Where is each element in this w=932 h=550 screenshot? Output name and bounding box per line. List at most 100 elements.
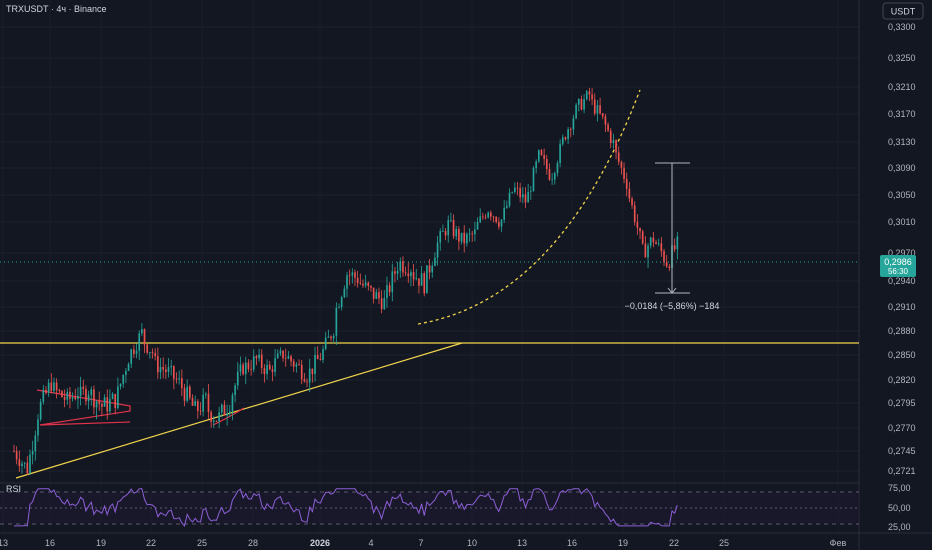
candle-body — [74, 397, 77, 399]
triangle-pattern-lower[interactable] — [39, 421, 131, 426]
candle-body — [537, 150, 540, 162]
candle-body — [45, 389, 47, 393]
candle-body — [258, 354, 260, 359]
rsi-pane[interactable]: RSI 75,00 50,00 25,00 — [0, 483, 911, 532]
parabolic-curve[interactable] — [417, 89, 641, 325]
candle-body — [119, 383, 122, 387]
small-triangle-pattern[interactable] — [212, 407, 245, 426]
candle-body — [423, 273, 426, 294]
candle-body — [298, 364, 300, 366]
time-tick-label: 28 — [248, 538, 258, 548]
candle-body — [452, 219, 455, 237]
candle-body — [82, 386, 85, 389]
candle-body — [474, 229, 476, 235]
candle-body — [609, 130, 612, 144]
candlestick-series[interactable] — [13, 87, 679, 476]
candle-body — [125, 370, 127, 375]
candle-body — [529, 191, 532, 192]
price-tick-label: 0,2745 — [888, 446, 916, 456]
candle-body — [447, 220, 450, 236]
candle-body — [188, 386, 191, 398]
candle-body — [620, 161, 623, 168]
candle-body — [322, 349, 324, 360]
candle-body — [332, 335, 335, 339]
candle-body — [69, 391, 71, 399]
candle-body — [178, 378, 180, 380]
candle-body — [181, 378, 183, 389]
candle-body — [77, 395, 79, 399]
candle-body — [476, 222, 479, 230]
candle-body — [410, 272, 412, 277]
candle-body — [415, 278, 418, 280]
candle-body — [18, 459, 21, 467]
candle-body — [343, 288, 346, 298]
candle-body — [330, 336, 332, 339]
candle-body — [23, 462, 26, 464]
candle-body — [133, 349, 135, 354]
candle-body — [466, 234, 468, 244]
candle-body — [167, 367, 170, 373]
price-tick-label: 0,3130 — [888, 137, 916, 147]
candle-body — [673, 245, 676, 250]
candle-body — [665, 261, 668, 267]
candle-body — [362, 283, 364, 286]
candle-body — [647, 245, 649, 258]
candle-body — [263, 368, 266, 375]
candle-body — [655, 242, 657, 245]
candle-body — [284, 358, 287, 359]
triangle-pattern-upper[interactable] — [36, 389, 131, 426]
time-tick-label: 10 — [467, 538, 477, 548]
price-tick-label: 0,2880 — [888, 326, 916, 336]
time-axis[interactable]: 13 16 19 22 25 28 2026 4 7 10 13 16 19 22 25 Фев — [0, 538, 847, 548]
candle-body — [143, 329, 146, 345]
candle-body — [26, 462, 29, 474]
candle-body — [599, 105, 601, 114]
candle-body — [130, 349, 133, 364]
candle-body — [290, 356, 292, 362]
candle-body — [210, 412, 212, 422]
measure-tool[interactable]: −0,0184 (−5,86%) −184 — [625, 162, 720, 311]
candle-body — [498, 222, 500, 227]
candle-body — [407, 273, 410, 277]
time-tick-label: 16 — [45, 538, 55, 548]
price-tick-label: 0,3170 — [888, 109, 916, 119]
candle-body — [194, 401, 196, 406]
candle-body — [399, 261, 402, 271]
symbol-title[interactable]: TRXUSDT · 4ч · Binance — [6, 4, 107, 14]
candle-body — [106, 397, 109, 412]
candle-body — [639, 227, 641, 232]
candle-body — [93, 389, 95, 408]
candle-body — [583, 99, 585, 110]
candle-body — [287, 356, 290, 359]
candle-body — [652, 237, 655, 243]
candle-body — [202, 394, 204, 412]
candle-body — [439, 231, 442, 243]
candle-body — [135, 350, 138, 354]
candle-body — [196, 401, 199, 411]
candle-body — [50, 382, 53, 391]
candle-body — [34, 435, 37, 452]
candle-body — [479, 216, 482, 223]
candle-body — [308, 368, 311, 383]
candle-body — [567, 129, 569, 140]
price-axis[interactable]: 0,3300 0,3250 0,3210 0,3170 0,3130 0,3090 0,30… — [888, 22, 916, 476]
candle-body — [239, 364, 242, 372]
candle-body — [553, 173, 556, 180]
candle-body — [314, 355, 316, 375]
currency-button[interactable]: USDT — [882, 2, 924, 20]
candle-body — [450, 219, 452, 221]
candle-body — [487, 212, 490, 218]
candle-body — [55, 382, 58, 391]
candle-body — [615, 140, 617, 153]
time-tick-label: 19 — [96, 538, 106, 548]
candle-body — [468, 233, 471, 235]
candle-body — [279, 350, 282, 354]
candle-body — [511, 192, 513, 193]
candle-body — [663, 251, 665, 262]
candle-body — [370, 285, 372, 288]
candle-body — [61, 391, 63, 398]
candle-body — [319, 358, 322, 360]
rsi-tick-50: 50,00 — [888, 503, 911, 513]
